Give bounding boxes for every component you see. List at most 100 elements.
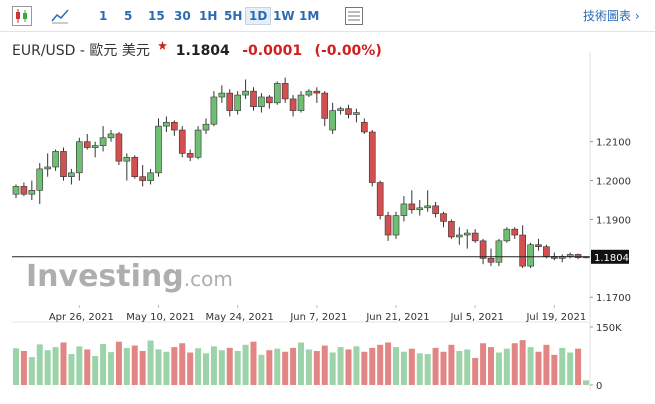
volume-bar (503, 348, 510, 385)
volume-bar (100, 344, 107, 385)
volume-bar (266, 350, 273, 385)
y-tick-label: 1.1900 (596, 215, 631, 226)
volume-bar (298, 342, 304, 385)
volume-bar (472, 357, 479, 385)
candle-body (171, 121, 178, 131)
line-icon[interactable] (50, 6, 70, 26)
y-tick-label: 1.2000 (596, 177, 631, 188)
volume-bar (385, 342, 392, 385)
volume-bar (76, 346, 83, 385)
volume-bar (567, 352, 574, 385)
y-tick-label: 1.2100 (596, 138, 631, 149)
candle-body (297, 94, 305, 111)
volume-bar (226, 347, 233, 385)
volume-bar (282, 351, 289, 385)
volume-bar (163, 351, 170, 385)
candle-body (52, 151, 59, 168)
candle-body (186, 153, 194, 158)
candle-body (503, 228, 511, 242)
interval-button[interactable]: 5H (224, 9, 243, 23)
candle-body (20, 186, 28, 195)
volume-bar (393, 347, 399, 385)
candle-body (313, 90, 321, 94)
candle-body (424, 205, 431, 209)
volume-bar (218, 350, 225, 385)
candle-body (361, 121, 368, 133)
volume-bar (20, 350, 27, 385)
volume-bar (575, 348, 582, 385)
volume-bar (242, 344, 249, 385)
interval-button[interactable]: 5 (124, 9, 133, 23)
volume-bar (313, 350, 320, 385)
volume-bar (195, 348, 202, 385)
interval-button[interactable]: 30 (174, 9, 191, 23)
volume-bar (52, 347, 59, 385)
candle-body (519, 234, 526, 267)
volume-bar (123, 347, 130, 385)
tech-chart-link[interactable]: 技術圖表 › (583, 9, 640, 23)
volume-bar (290, 347, 297, 385)
symbol: EUR/USD - 歐元 美元 (12, 43, 150, 59)
volume-bar (495, 352, 502, 385)
candle-icon[interactable] (12, 6, 32, 26)
volume-bar (60, 342, 67, 385)
candle-body (511, 228, 519, 236)
volume-bar (203, 353, 209, 385)
last-price: 1.1804 (175, 43, 230, 59)
candle-body (376, 182, 384, 216)
candle-body (123, 156, 131, 162)
candle-body (487, 258, 495, 263)
x-tick-label: Jul 5, 2021 (449, 312, 503, 323)
volume-bar (155, 349, 162, 385)
volume-bar (329, 352, 336, 385)
candle-body (266, 96, 273, 104)
candle-body (107, 133, 115, 139)
candle-body (448, 221, 455, 238)
candle-body (432, 205, 439, 214)
volume-bar (321, 345, 328, 385)
volume-bar (274, 348, 281, 385)
volume-bar (84, 349, 91, 385)
volume-bar (464, 349, 471, 385)
candle-body (495, 240, 503, 263)
volume-bar (559, 347, 566, 385)
volume-bar (234, 350, 241, 385)
candle-body (147, 172, 154, 181)
volume-bar (187, 352, 194, 385)
candle-body (163, 121, 170, 127)
candle-body (471, 232, 479, 242)
interval-button[interactable]: 1M (299, 9, 320, 23)
volume-tick-label: 0 (596, 381, 602, 392)
interval-button[interactable]: 1H (199, 9, 218, 23)
candle-body (289, 98, 297, 111)
candle-body (543, 246, 550, 257)
volume-bar (361, 351, 368, 385)
volume-bar (400, 351, 407, 385)
volume-bar (68, 354, 75, 385)
candle-body (12, 186, 20, 195)
volume-bar (171, 347, 178, 385)
interval-button[interactable]: 15 (148, 9, 165, 23)
candle-body (535, 244, 542, 247)
candle-body (345, 108, 352, 115)
header: EUR/USD - 歐元 美元 1.1804 -0.0001 (-0.00%) (12, 40, 382, 60)
interval-button[interactable]: 1W (273, 9, 295, 23)
volume-bar (131, 345, 138, 385)
interval-button[interactable]: 1 (99, 9, 108, 23)
candle-body (242, 90, 249, 96)
candle-body (463, 232, 471, 236)
interval-button[interactable]: 1D (245, 7, 272, 25)
table-icon[interactable] (345, 7, 363, 25)
volume-bar (432, 347, 439, 385)
candle-body (479, 240, 487, 259)
candle-body (329, 110, 336, 131)
candle-body (392, 215, 400, 236)
candle-body (218, 92, 226, 98)
candle-body (250, 90, 257, 108)
candle-body (76, 141, 83, 174)
candle-body (368, 131, 376, 183)
candle-body (416, 207, 424, 211)
volume-bar (456, 350, 463, 385)
volume-bar (179, 343, 186, 385)
